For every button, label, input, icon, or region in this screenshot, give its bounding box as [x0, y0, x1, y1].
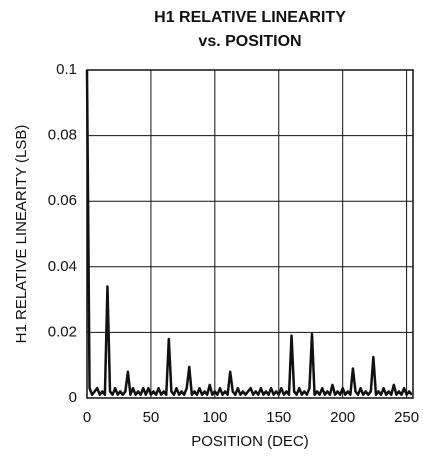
x-tick-label: 150	[266, 409, 291, 426]
x-tick-label: 50	[143, 409, 160, 426]
x-tick-label: 100	[202, 409, 227, 426]
y-tick-label: 0.06	[48, 192, 77, 209]
y-tick-label: 0.04	[48, 258, 77, 275]
y-tick-label: 0	[69, 389, 77, 406]
y-tick-label: 0.1	[56, 61, 77, 78]
x-tick-label: 250	[394, 409, 419, 426]
data-line	[85, 69, 413, 396]
y-tick-label: 0.08	[48, 127, 77, 144]
x-axis-label: POSITION (DEC)	[191, 433, 309, 450]
y-axis-label: H1 RELATIVE LINEARITY (LSB)	[13, 125, 30, 344]
chart-title: H1 RELATIVE LINEARITY	[154, 9, 346, 26]
x-tick-label: 0	[83, 409, 91, 426]
plot-frame	[86, 69, 414, 399]
y-tick-label: 0.02	[48, 323, 77, 340]
x-tick-label: 200	[330, 409, 355, 426]
chart-title: vs. POSITION	[198, 33, 301, 50]
